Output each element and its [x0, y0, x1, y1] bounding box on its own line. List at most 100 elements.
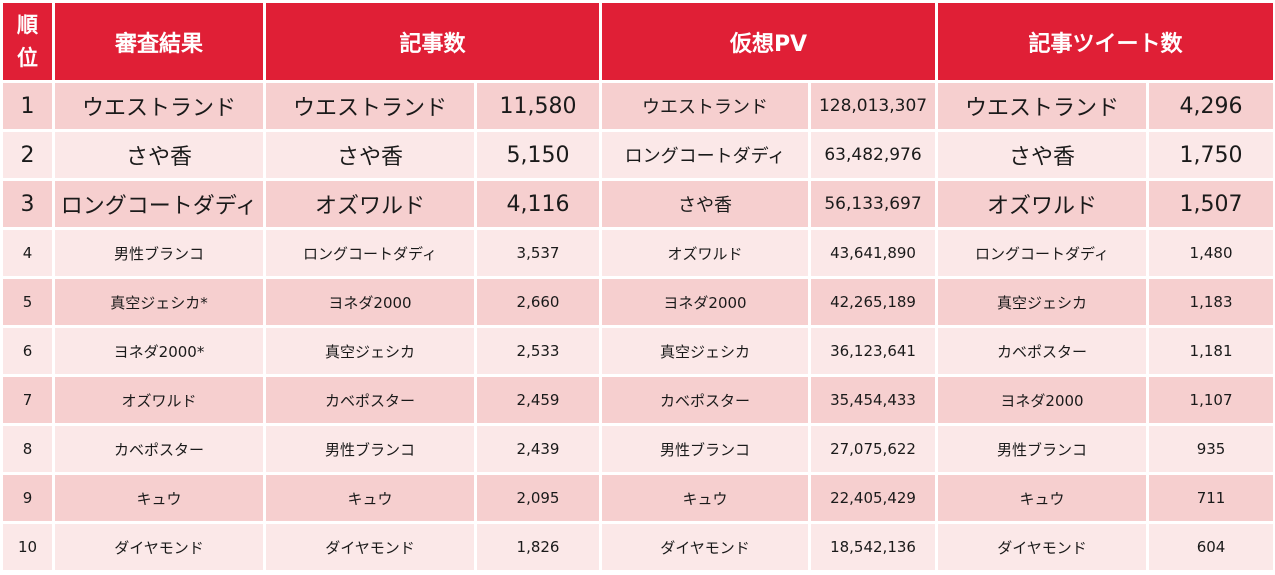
table-row: 7 オズワルド カベポスター 2,459 カベポスター 35,454,433 ヨネダ2000…	[3, 377, 1274, 423]
cell-pv-value: 22,405,429	[811, 475, 936, 521]
header-judging: 審査結果	[55, 3, 263, 80]
cell-tweets-count: 604	[1149, 524, 1274, 570]
cell-pv-name: 男性ブランコ	[602, 426, 809, 472]
cell-rank: 4	[3, 230, 52, 276]
cell-tweets-count: 1,183	[1149, 279, 1274, 325]
cell-pv-name: ダイヤモンド	[602, 524, 809, 570]
cell-rank: 7	[3, 377, 52, 423]
cell-pv-name: オズワルド	[602, 230, 809, 276]
table-row: 8 カベポスター 男性ブランコ 2,439 男性ブランコ 27,075,622 男性ブランコ…	[3, 426, 1274, 472]
cell-articles-count: 4,116	[477, 181, 600, 227]
cell-tweets-count: 1,507	[1149, 181, 1274, 227]
cell-articles-count: 3,537	[477, 230, 600, 276]
cell-pv-value: 42,265,189	[811, 279, 936, 325]
cell-judging: カベポスター	[55, 426, 263, 472]
cell-articles-name: ロングコートダディ	[266, 230, 474, 276]
table-row: 3 ロングコートダディ オズワルド 4,116 さや香 56,133,697 オズワルド 1,…	[3, 181, 1274, 227]
cell-pv-value: 18,542,136	[811, 524, 936, 570]
cell-judging: 男性ブランコ	[55, 230, 263, 276]
cell-tweets-count: 1,480	[1149, 230, 1274, 276]
cell-judging: ダイヤモンド	[55, 524, 263, 570]
cell-articles-name: ウエストランド	[266, 83, 474, 129]
cell-tweets-name: 男性ブランコ	[938, 426, 1147, 472]
cell-pv-name: ウエストランド	[602, 83, 809, 129]
cell-tweets-name: カベポスター	[938, 328, 1147, 374]
cell-tweets-name: オズワルド	[938, 181, 1147, 227]
cell-tweets-count: 1,750	[1149, 132, 1274, 178]
cell-judging: ウエストランド	[55, 83, 263, 129]
cell-judging: 真空ジェシカ*	[55, 279, 263, 325]
table-row: 1 ウエストランド ウエストランド 11,580 ウエストランド 128,013,307 ウ…	[3, 83, 1274, 129]
header-pv: 仮想PV	[602, 3, 936, 80]
cell-tweets-count: 1,181	[1149, 328, 1274, 374]
cell-articles-count: 2,459	[477, 377, 600, 423]
cell-pv-name: ヨネダ2000	[602, 279, 809, 325]
cell-tweets-name: キュウ	[938, 475, 1147, 521]
cell-tweets-count: 4,296	[1149, 83, 1274, 129]
cell-tweets-count: 1,107	[1149, 377, 1274, 423]
cell-articles-name: キュウ	[266, 475, 474, 521]
cell-articles-count: 2,660	[477, 279, 600, 325]
header-articles: 記事数	[266, 3, 600, 80]
cell-pv-value: 128,013,307	[811, 83, 936, 129]
cell-judging: さや香	[55, 132, 263, 178]
header-rank-line-1: 順	[17, 12, 38, 37]
table-row: 9 キュウ キュウ 2,095 キュウ 22,405,429 キュウ 711	[3, 475, 1274, 521]
cell-tweets-count: 935	[1149, 426, 1274, 472]
table-row: 6 ヨネダ2000* 真空ジェシカ 2,533 真空ジェシカ 36,123,641 カベポス…	[3, 328, 1274, 374]
cell-tweets-name: 真空ジェシカ	[938, 279, 1147, 325]
cell-tweets-name: さや香	[938, 132, 1147, 178]
cell-pv-name: ロングコートダディ	[602, 132, 809, 178]
cell-articles-name: 男性ブランコ	[266, 426, 474, 472]
header-tweets: 記事ツイート数	[938, 3, 1274, 80]
cell-articles-count: 5,150	[477, 132, 600, 178]
table-body: 1 ウエストランド ウエストランド 11,580 ウエストランド 128,013,307 ウ…	[3, 83, 1274, 570]
header-rank-line-2: 位	[17, 45, 38, 70]
cell-tweets-count: 711	[1149, 475, 1274, 521]
cell-rank: 1	[3, 83, 52, 129]
cell-articles-count: 2,533	[477, 328, 600, 374]
cell-articles-count: 1,826	[477, 524, 600, 570]
cell-rank: 10	[3, 524, 52, 570]
cell-articles-name: カベポスター	[266, 377, 474, 423]
cell-articles-name: ヨネダ2000	[266, 279, 474, 325]
cell-articles-name: オズワルド	[266, 181, 474, 227]
cell-articles-count: 2,439	[477, 426, 600, 472]
cell-tweets-name: ヨネダ2000	[938, 377, 1147, 423]
table-row: 4 男性ブランコ ロングコートダディ 3,537 オズワルド 43,641,890 ロングコ…	[3, 230, 1274, 276]
cell-rank: 2	[3, 132, 52, 178]
cell-articles-name: 真空ジェシカ	[266, 328, 474, 374]
cell-tweets-name: ダイヤモンド	[938, 524, 1147, 570]
cell-rank: 5	[3, 279, 52, 325]
header-row: 順 位 審査結果 記事数 仮想PV 記事ツイート数	[3, 3, 1274, 80]
cell-tweets-name: ロングコートダディ	[938, 230, 1147, 276]
cell-tweets-name: ウエストランド	[938, 83, 1147, 129]
cell-judging: キュウ	[55, 475, 263, 521]
cell-pv-value: 27,075,622	[811, 426, 936, 472]
cell-rank: 8	[3, 426, 52, 472]
cell-articles-name: ダイヤモンド	[266, 524, 474, 570]
cell-pv-value: 36,123,641	[811, 328, 936, 374]
cell-rank: 9	[3, 475, 52, 521]
cell-rank: 6	[3, 328, 52, 374]
table-row: 5 真空ジェシカ* ヨネダ2000 2,660 ヨネダ2000 42,265,189 真空ジ…	[3, 279, 1274, 325]
table-row: 10 ダイヤモンド ダイヤモンド 1,826 ダイヤモンド 18,542,136 ダイヤモン…	[3, 524, 1274, 570]
cell-pv-value: 63,482,976	[811, 132, 936, 178]
cell-articles-count: 2,095	[477, 475, 600, 521]
header-rank: 順 位	[3, 3, 52, 80]
cell-judging: ロングコートダディ	[55, 181, 263, 227]
cell-pv-name: さや香	[602, 181, 809, 227]
cell-articles-count: 11,580	[477, 83, 600, 129]
cell-articles-name: さや香	[266, 132, 474, 178]
cell-pv-value: 43,641,890	[811, 230, 936, 276]
cell-judging: オズワルド	[55, 377, 263, 423]
cell-pv-value: 35,454,433	[811, 377, 936, 423]
cell-judging: ヨネダ2000*	[55, 328, 263, 374]
cell-pv-name: 真空ジェシカ	[602, 328, 809, 374]
cell-pv-name: カベポスター	[602, 377, 809, 423]
cell-pv-name: キュウ	[602, 475, 809, 521]
cell-pv-value: 56,133,697	[811, 181, 936, 227]
cell-rank: 3	[3, 181, 52, 227]
table-row: 2 さや香 さや香 5,150 ロングコートダディ 63,482,976 さや香 1,750	[3, 132, 1274, 178]
